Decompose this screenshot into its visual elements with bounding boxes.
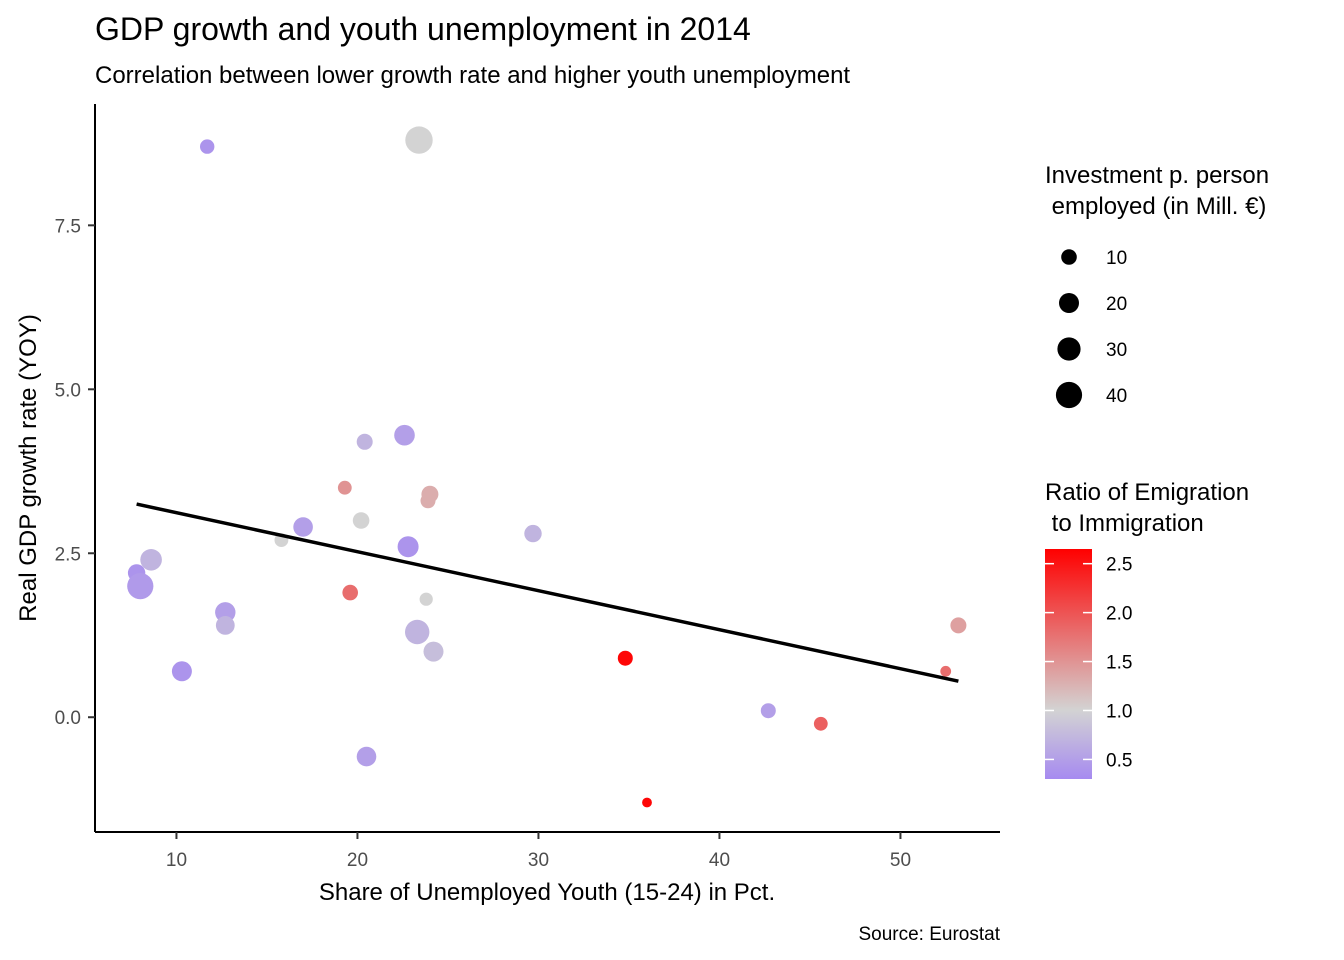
size-legend-label: 40 [1106,386,1127,407]
data-point [200,139,215,154]
x-tick-label: 30 [528,850,549,871]
color-legend-label: 1.0 [1106,701,1132,722]
color-legend-title-line-2: to Immigration [1045,510,1204,537]
color-legend-label: 2.5 [1106,555,1132,576]
size-legend-key [1055,381,1083,409]
y-tick-label: 5.0 [55,380,81,401]
data-point [352,512,370,529]
data-point [127,573,154,600]
color-legend-label: 2.0 [1106,604,1132,625]
chart-subtitle: Correlation between lower growth rate an… [95,62,850,89]
size-legend-title-line-1: Investment p. person [1045,162,1269,189]
x-axis-title: Share of Unemployed Youth (15-24) in Pct… [319,879,775,906]
x-tick-label: 50 [890,850,911,871]
size-legend-key [1057,337,1081,361]
y-axis-title: Real GDP growth rate (YOY) [15,314,42,622]
data-point [215,602,236,623]
data-point [405,619,430,645]
x-tick-label: 40 [709,850,730,871]
size-legend-key [1059,293,1079,313]
y-tick-label: 0.0 [55,708,81,729]
data-point [337,480,352,495]
data-point [642,797,652,808]
size-legend-label: 20 [1106,294,1127,315]
color-legend-bar [1045,549,1092,779]
data-point [405,126,433,154]
trend-line [136,502,959,683]
data-point [813,716,828,731]
size-legend-key [1061,249,1077,265]
data-point [356,746,377,767]
caption: Source: Eurostat [858,924,1000,945]
data-point [394,424,415,446]
y-tick-label: 7.5 [55,216,81,237]
data-point [397,536,419,558]
data-point [760,703,776,719]
y-axis-ticks: 0.0 2.5 5.0 7.5 [55,216,95,729]
size-legend-label: 30 [1106,340,1127,361]
data-point [617,650,633,666]
color-legend-label: 0.5 [1106,750,1132,771]
y-tick-label: 2.5 [55,544,81,565]
data-point [356,433,373,450]
color-legend-title-line-1: Ratio of Emigration [1045,479,1249,506]
data-point [342,584,359,601]
color-legend-label: 1.5 [1106,653,1132,674]
plot-area [127,126,967,808]
size-legend: Investment p. person employed (in Mill. … [1045,162,1269,409]
data-point [524,524,542,543]
data-point [215,616,235,635]
x-tick-label: 20 [347,850,368,871]
data-point [171,661,192,682]
chart-title: GDP growth and youth unemployment in 201… [95,11,751,47]
color-legend: Ratio of Emigration to Immigration 0.5 1.… [1045,479,1249,779]
x-axis-ticks: 10 20 30 40 50 [166,832,911,871]
size-legend-label: 10 [1106,248,1127,269]
data-point [940,665,952,677]
data-point [950,617,967,634]
x-tick-label: 10 [166,850,187,871]
data-point [423,641,444,662]
size-legend-title-line-2: employed (in Mill. €) [1045,193,1266,220]
data-point [419,592,433,606]
data-point [420,493,436,509]
data-point [140,549,162,571]
data-point [293,517,313,537]
